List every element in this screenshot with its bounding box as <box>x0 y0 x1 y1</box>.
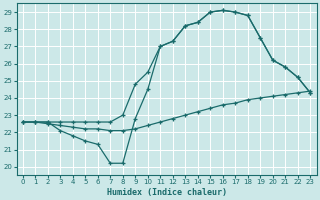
X-axis label: Humidex (Indice chaleur): Humidex (Indice chaleur) <box>107 188 227 197</box>
